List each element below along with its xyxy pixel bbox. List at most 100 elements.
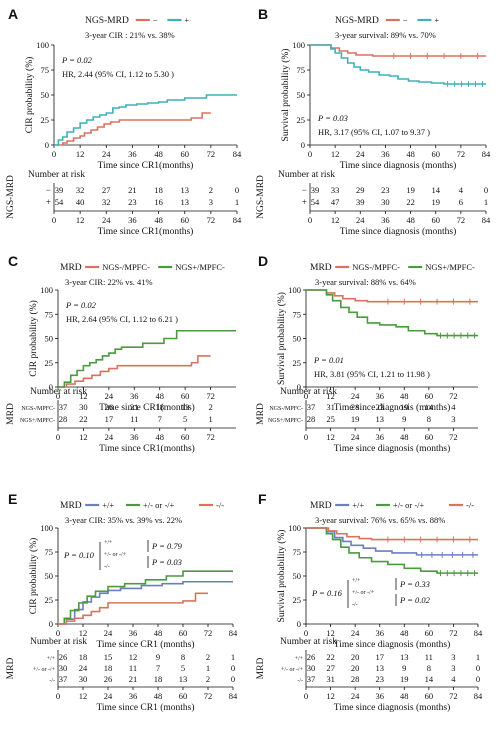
x-tick-label: 0 [304, 628, 308, 638]
risk-x-tick-label: 60 [180, 215, 189, 225]
risk-count: 13 [400, 652, 409, 662]
risk-count: 19 [400, 674, 409, 684]
risk-x-tick-label: 60 [425, 691, 434, 701]
risk-count: 23 [375, 402, 384, 412]
risk-x-label: Time since CR1(months) [99, 443, 195, 454]
risk-x-tick-label: 12 [326, 691, 335, 701]
x-tick-label: 48 [406, 149, 415, 159]
x-axis-label: Time since diagnosis (months) [340, 160, 457, 171]
y-tick-label: 25 [45, 358, 54, 368]
risk-count: 26 [104, 674, 113, 684]
x-tick-label: 60 [180, 149, 189, 159]
risk-count: 5 [181, 663, 185, 673]
risk-count: 1 [476, 652, 480, 662]
x-tick-label: 72 [457, 149, 466, 159]
bracket-label: +/+ [352, 578, 361, 584]
series-curve [54, 112, 211, 146]
p-value: P = 0.03 [317, 113, 348, 123]
risk-count: 28 [351, 402, 360, 412]
risk-x-tick-label: 36 [375, 432, 384, 442]
series-curve [310, 44, 486, 85]
risk-x-tick-label: 36 [375, 691, 384, 701]
risk-row-label: +/- or -/+ [281, 667, 304, 673]
risk-count: 28 [59, 414, 68, 424]
x-tick-label: 84 [482, 149, 491, 159]
y-tick-label: 100 [292, 40, 305, 50]
y-tick-label: 25 [297, 115, 306, 125]
hazard-ratio: HR, 3.17 (95% CI, 1.07 to 9.37 ) [318, 127, 430, 137]
risk-x-tick-label: 0 [304, 432, 308, 442]
x-axis-label: Time since CR1 (months) [96, 639, 194, 650]
x-tick-label: 36 [381, 149, 390, 159]
bracket-label: -/- [104, 564, 110, 570]
panel-letter: F [258, 491, 267, 507]
x-tick-label: 24 [351, 628, 360, 638]
x-tick-label: 24 [105, 391, 114, 401]
summary-note: 3-year survival: 88% vs. 64% [315, 277, 416, 287]
risk-table: Number at risk NGS-/MPFC- 37 30 26 21 18 13 2 NGS… [6, 387, 236, 454]
pairwise-bracket: P = 0.10 +/+ +/- or -/+ -/- P = 0.79 P = 0.03 [63, 540, 183, 570]
risk-count: 19 [406, 185, 415, 195]
risk-count: 54 [311, 197, 320, 207]
risk-count: 1 [235, 197, 239, 207]
y-tick-label: 50 [293, 334, 302, 344]
risk-count: 47 [331, 197, 340, 207]
legend-label: NGS-/MPFC- [102, 262, 150, 272]
x-axis-label: Time since diagnosis (months) [334, 639, 451, 650]
risk-count: 9 [402, 663, 406, 673]
p-value-pair: P = 0.03 [151, 557, 182, 567]
risk-table: Number at risk− 39 32 27 21 18 13 2 0+ 54 40 32 23 16… [6, 170, 242, 237]
risk-title: Number at risk [280, 387, 337, 397]
x-tick-label: 84 [229, 628, 238, 638]
risk-count: 23 [381, 185, 390, 195]
series-curve [58, 355, 211, 388]
risk-table: Number at risk+/+ 26 18 15 12 9 8 2 1+/- or -/+ 3… [6, 637, 238, 713]
series-curve [306, 527, 478, 556]
summary-note: 3-year CIR: 22% vs. 41% [65, 277, 153, 287]
risk-count: 0 [231, 674, 235, 684]
risk-count: 37 [59, 402, 68, 412]
x-tick-label: 0 [308, 149, 312, 159]
risk-count: 31 [326, 674, 335, 684]
x-tick-label: 72 [207, 149, 216, 159]
y-tick-label: 75 [45, 309, 54, 319]
risk-count: 22 [326, 652, 335, 662]
y-tick-label: 100 [288, 285, 301, 295]
legend-label: +/+ [352, 500, 364, 510]
x-tick-label: 60 [431, 149, 440, 159]
risk-x-tick-label: 36 [129, 691, 138, 701]
risk-y-label: MRD [6, 658, 16, 680]
risk-count: 0 [231, 663, 235, 673]
risk-x-tick-label: 36 [381, 215, 390, 225]
legend-label: NGS+/MPFC- [175, 262, 225, 272]
risk-count: 8 [427, 663, 431, 673]
y-tick-label: 100 [40, 285, 53, 295]
x-tick-label: 60 [179, 628, 188, 638]
risk-count: 3 [451, 414, 455, 424]
risk-x-tick-label: 72 [206, 432, 215, 442]
bracket-label: +/+ [104, 540, 113, 546]
x-tick-label: 12 [331, 149, 340, 159]
panel-letter: D [258, 253, 268, 269]
risk-count: 13 [179, 674, 188, 684]
risk-title: Number at risk [28, 170, 85, 180]
risk-x-tick-label: 36 [130, 432, 139, 442]
risk-count: 32 [102, 197, 111, 207]
risk-count: 19 [431, 197, 440, 207]
risk-count: 22 [79, 414, 88, 424]
risk-count: 32 [76, 185, 85, 195]
risk-x-tick-label: 48 [406, 215, 415, 225]
hazard-ratio: HR, 2.44 (95% CI, 1.12 to 5.30 ) [62, 69, 174, 79]
risk-count: 30 [307, 663, 316, 673]
risk-count: 7 [156, 663, 160, 673]
risk-count: 39 [356, 197, 365, 207]
risk-title: Number at risk [278, 170, 335, 180]
x-tick-label: 12 [79, 391, 88, 401]
series-curve [58, 329, 236, 388]
series-curve [306, 527, 478, 541]
risk-title: Number at risk [30, 637, 87, 647]
risk-count: 30 [381, 197, 390, 207]
risk-count: 2 [206, 674, 210, 684]
x-tick-label: 12 [76, 149, 85, 159]
panel-f: F MRD +/+ +/- or -/+ -/- 3-year survival: 76%… [256, 491, 483, 713]
